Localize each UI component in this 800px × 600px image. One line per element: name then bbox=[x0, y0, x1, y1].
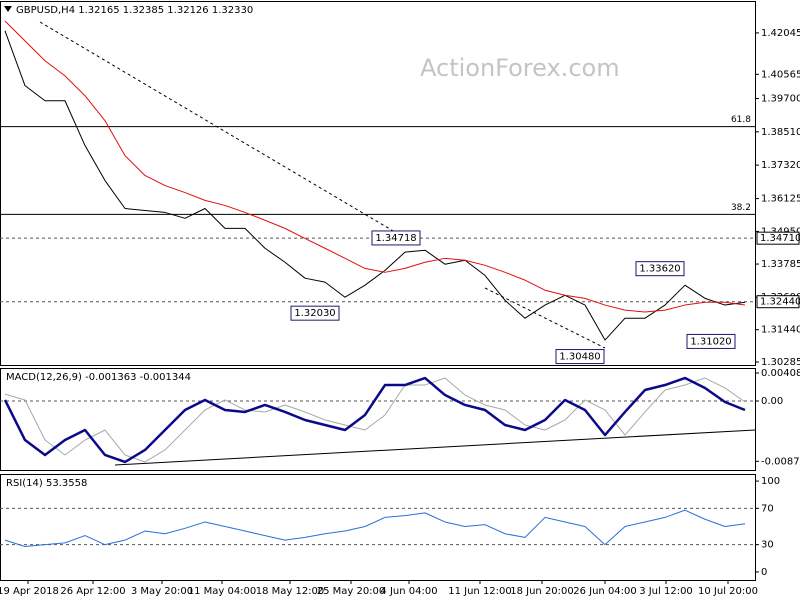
annotation-label: 1.30480 bbox=[559, 352, 600, 363]
x-tick-label: 4 Jun 04:00 bbox=[380, 586, 437, 597]
y-tick-label: 1.31440 bbox=[761, 325, 800, 336]
panel-title: MACD(12,26,9) -0.001363 -0.001344 bbox=[6, 372, 191, 383]
level-box bbox=[756, 231, 800, 245]
y-tick-label: 1.39700 bbox=[761, 94, 800, 105]
panel-frame bbox=[0, 474, 756, 581]
x-tick-label: 11 Jun 12:00 bbox=[448, 586, 512, 597]
y-tick-label: 0 bbox=[761, 567, 767, 578]
y-tick-label: 30 bbox=[761, 540, 774, 551]
annotation-label: 1.33620 bbox=[639, 264, 680, 275]
x-tick-label: 3 May 20:00 bbox=[131, 586, 193, 597]
trend-line bbox=[484, 287, 606, 349]
level-label: 38.2 bbox=[731, 203, 751, 213]
menu-arrow bbox=[4, 6, 12, 12]
panel-frame bbox=[0, 1, 756, 366]
y-tick-label: 1.42045 bbox=[761, 28, 800, 39]
x-tick-label: 3 Jul 12:00 bbox=[639, 586, 693, 597]
y-tick-label: 1.33785 bbox=[761, 259, 800, 270]
series-line bbox=[4, 20, 746, 313]
x-tick-label: 11 May 04:00 bbox=[188, 586, 257, 597]
y-tick-label: 1.38510 bbox=[761, 127, 800, 138]
panel-title: RSI(14) 53.3558 bbox=[6, 478, 87, 489]
series-line bbox=[4, 30, 746, 341]
annotation-box bbox=[686, 333, 736, 349]
annotation-label: 1.34718 bbox=[375, 233, 416, 244]
y-tick-label: 1.40565 bbox=[761, 69, 800, 80]
x-tick-label: 18 May 12:00 bbox=[256, 586, 325, 597]
x-tick-label: 19 Apr 2018 bbox=[0, 586, 59, 597]
y-tick-label: 100 bbox=[761, 476, 780, 487]
panel-title: GBPUSD,H4 1.32165 1.32385 1.32126 1.3233… bbox=[16, 5, 253, 16]
panel-frame bbox=[0, 368, 756, 471]
x-tick-label: 26 Apr 12:00 bbox=[60, 586, 125, 597]
series-line bbox=[4, 509, 746, 547]
annotation-box bbox=[371, 230, 421, 246]
annotation-label: 1.32030 bbox=[294, 308, 335, 319]
trend-line bbox=[114, 429, 756, 466]
annotation-box bbox=[555, 349, 605, 365]
x-tick-label: 18 Jun 20:00 bbox=[510, 586, 574, 597]
x-tick-label: 10 Jul 20:00 bbox=[698, 586, 758, 597]
y-tick-label: 1.37320 bbox=[761, 160, 800, 171]
annotation-box bbox=[635, 261, 685, 277]
level-label: 1.32440 bbox=[760, 297, 800, 308]
series-line bbox=[4, 377, 746, 463]
trend-line bbox=[39, 21, 401, 236]
y-tick-label: 70 bbox=[761, 503, 774, 514]
annotation-box bbox=[290, 305, 340, 321]
annotation-label: 1.31020 bbox=[690, 336, 731, 347]
level-label: 1.34710 bbox=[760, 233, 800, 244]
watermark: ActionForex.com bbox=[420, 54, 620, 82]
y-tick-label: 1.30285 bbox=[761, 357, 800, 368]
x-tick-label: 25 May 20:00 bbox=[317, 586, 386, 597]
y-tick-label: -0.008794 bbox=[761, 456, 800, 467]
x-tick-label: 26 Jun 04:00 bbox=[573, 586, 637, 597]
level-box bbox=[756, 295, 800, 309]
y-tick-label: 0.00 bbox=[761, 396, 783, 407]
level-label: 61.8 bbox=[731, 115, 751, 125]
series-line bbox=[3, 376, 746, 464]
y-tick-label: 1.36125 bbox=[761, 194, 800, 205]
y-tick-label: 0.004081 bbox=[761, 368, 800, 379]
